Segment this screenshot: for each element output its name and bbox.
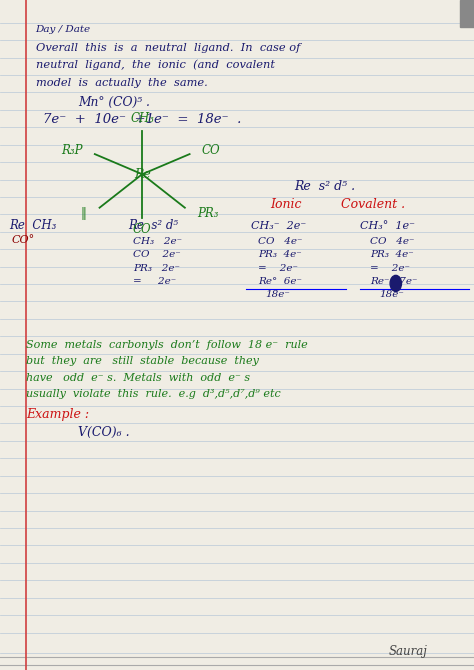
Text: neutral  ligand,  the  ionic  (and  covalent: neutral ligand, the ionic (and covalent [36, 60, 274, 70]
Text: PR₃: PR₃ [197, 206, 218, 220]
Text: Re°  6e⁻: Re° 6e⁻ [258, 277, 302, 286]
Text: Ionic: Ionic [270, 198, 301, 210]
Text: model  is  actually  the  same.: model is actually the same. [36, 78, 207, 88]
Text: 18e⁻: 18e⁻ [265, 291, 290, 299]
Text: =    2e⁻: = 2e⁻ [370, 264, 410, 273]
Text: Re⁻   7e⁻: Re⁻ 7e⁻ [370, 277, 417, 286]
Text: PR₃   2e⁻: PR₃ 2e⁻ [133, 264, 180, 273]
Text: CO: CO [201, 144, 220, 157]
Text: have   odd  e⁻ s.  Metals  with  odd  e⁻ s: have odd e⁻ s. Metals with odd e⁻ s [26, 373, 250, 383]
Circle shape [390, 275, 401, 291]
Text: R₃P: R₃P [62, 144, 83, 157]
Text: CO   4e⁻: CO 4e⁻ [258, 237, 303, 246]
Text: =    2e⁻: = 2e⁻ [258, 264, 298, 273]
Text: =     2e⁻: = 2e⁻ [133, 277, 176, 286]
Text: usually  violate  this  rule.  e.g  d³,d⁵,d⁷,d⁹ etc: usually violate this rule. e.g d³,d⁵,d⁷,… [26, 389, 281, 399]
Text: CO: CO [133, 223, 152, 237]
Text: Re  s² d⁵: Re s² d⁵ [128, 219, 178, 232]
Text: CH₃°  1e⁻: CH₃° 1e⁻ [360, 221, 415, 231]
Text: Some  metals  carbonyls  don’t  follow  18 e⁻  rule: Some metals carbonyls don’t follow 18 e⁻… [26, 340, 308, 350]
Text: CH₃   2e⁻: CH₃ 2e⁻ [133, 237, 182, 246]
Text: V(CO)₆ .: V(CO)₆ . [78, 425, 130, 438]
Text: PR₃  4e⁻: PR₃ 4e⁻ [370, 251, 413, 259]
Text: Sauraj: Sauraj [389, 645, 428, 658]
Text: CO   4e⁻: CO 4e⁻ [370, 237, 414, 246]
Text: CH₃⁻  2e⁻: CH₃⁻ 2e⁻ [251, 221, 307, 231]
Text: Example :: Example : [26, 408, 89, 421]
Text: Re: Re [134, 168, 151, 181]
Bar [460, 0, 474, 27]
Text: Mn° (CO)⁵ .: Mn° (CO)⁵ . [78, 96, 150, 109]
Text: 7e⁻  +  10e⁻  +1e⁻  =  18e⁻  .: 7e⁻ + 10e⁻ +1e⁻ = 18e⁻ . [43, 113, 241, 126]
Text: Re  CH₃: Re CH₃ [9, 219, 57, 232]
Text: 18e⁻: 18e⁻ [379, 291, 404, 299]
Text: but  they  are   still  stable  because  they: but they are still stable because they [26, 356, 259, 366]
Text: Re  s² d⁵ .: Re s² d⁵ . [294, 180, 355, 193]
Text: CO°: CO° [12, 234, 35, 245]
Text: Day / Date: Day / Date [36, 25, 91, 34]
Text: PR₃  4e⁻: PR₃ 4e⁻ [258, 251, 302, 259]
Text: CO    2e⁻: CO 2e⁻ [133, 251, 181, 259]
Text: CH₃: CH₃ [130, 112, 154, 125]
Text: ‖: ‖ [81, 206, 86, 220]
Text: Covalent .: Covalent . [341, 198, 405, 210]
Text: Overall  this  is  a  neutral  ligand.  In  case of: Overall this is a neutral ligand. In cas… [36, 43, 300, 53]
